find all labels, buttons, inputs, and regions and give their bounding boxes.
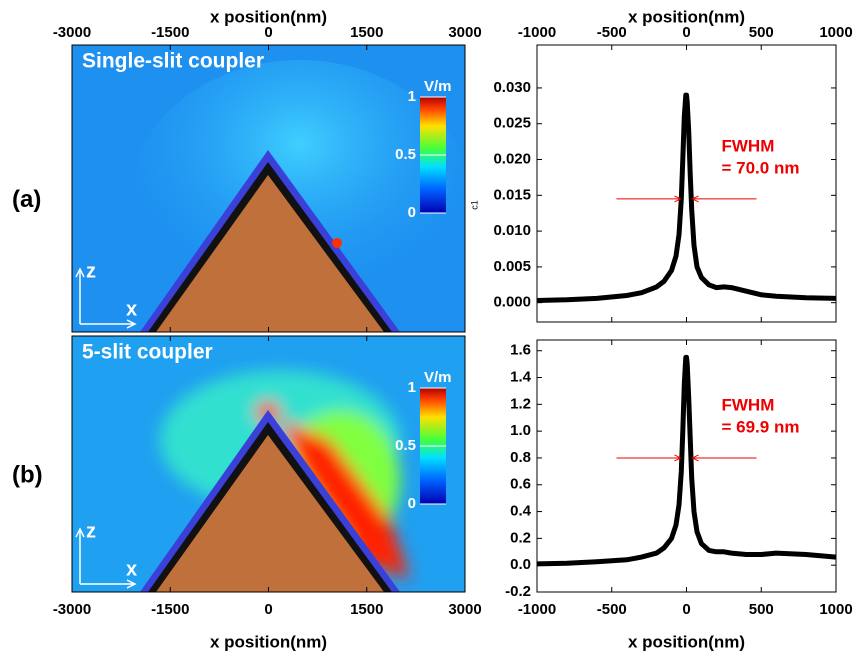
y-tick-label: 0.010 [493, 222, 531, 239]
map-label: Single-slit coupler [82, 50, 264, 73]
y-tick-label: -0.2 [505, 583, 531, 600]
fwhm-arrow [691, 454, 757, 462]
fwhm-arrow [616, 454, 682, 462]
y-tick-label: 0.8 [510, 449, 531, 466]
fwhm-arrow [691, 195, 757, 203]
colorbar-unit: V/m [424, 369, 452, 386]
x-tick-label: 0 [264, 24, 272, 41]
x-tick-label: 1500 [350, 24, 383, 41]
data-line [536, 92, 837, 303]
axis-arrow [75, 267, 137, 329]
y-tick-label: 0.030 [493, 79, 531, 96]
y-axis-title: c1 [469, 200, 479, 210]
panel-label: (b) [12, 461, 43, 488]
axis-arrow-label: x [126, 298, 137, 320]
y-tick-label: 0.2 [510, 529, 531, 546]
y-tick-label: 1.4 [510, 369, 532, 386]
x-axis-title: x position(nm) [628, 7, 745, 26]
axis-arrow-label: z [86, 260, 96, 282]
x-tick-label: -1500 [151, 601, 189, 618]
x-tick-label: -500 [597, 601, 627, 618]
y-tick-label: 0.025 [493, 115, 531, 132]
fwhm-arrow [616, 195, 682, 203]
x-tick-label: 0 [682, 601, 690, 618]
axis-arrow-label: z [86, 520, 96, 542]
map-label: 5-slit coupler [82, 341, 213, 364]
x-tick-label: 3000 [448, 24, 481, 41]
colorbar-tick-label: 1 [408, 88, 416, 105]
annotation: = 70.0 nm [722, 158, 800, 177]
y-tick-label: 0.005 [493, 258, 531, 275]
x-tick-label: -3000 [53, 601, 91, 618]
x-tick-label: -1000 [518, 601, 556, 618]
x-axis-title: x position(nm) [628, 632, 745, 651]
x-tick-label: 1000 [819, 601, 852, 618]
colorbar-tick-label: 0.5 [395, 437, 416, 454]
panel-label: (a) [12, 186, 41, 213]
y-tick-label: 0.6 [510, 476, 531, 493]
frame [536, 44, 837, 323]
x-tick-label: 500 [749, 24, 774, 41]
colorbar-unit: V/m [424, 78, 452, 95]
axis-arrow [75, 527, 137, 589]
y-tick-label: 0.020 [493, 150, 531, 167]
x-tick-label: 0 [682, 24, 690, 41]
y-tick-label: 1.6 [510, 342, 531, 359]
colorbar-tick-label: 1 [408, 379, 416, 396]
y-tick-label: 1.2 [510, 395, 531, 412]
axis-arrow-label: x [126, 558, 137, 580]
y-tick-label: 0.0 [510, 556, 531, 573]
y-tick-label: 0.4 [510, 503, 532, 520]
x-tick-label: -500 [597, 24, 627, 41]
y-tick-label: 0.015 [493, 186, 531, 203]
field-map-a [72, 45, 465, 332]
x-tick-label: 1000 [819, 24, 852, 41]
x-axis-title: x position(nm) [210, 7, 327, 26]
x-tick-label: -1000 [518, 24, 556, 41]
x-tick-label: -3000 [53, 24, 91, 41]
colorbar-tick-label: 0 [408, 204, 416, 221]
x-tick-label: 500 [749, 601, 774, 618]
x-tick-label: 1500 [350, 601, 383, 618]
x-axis-title: x position(nm) [210, 632, 327, 651]
colorbar-tick-label: 0.5 [395, 146, 416, 163]
annotation: = 69.9 nm [722, 417, 800, 436]
x-tick-label: 0 [264, 601, 272, 618]
annotation: FWHM [722, 136, 775, 155]
frame [71, 335, 466, 593]
data-line [536, 354, 837, 567]
field-map-b [72, 336, 465, 592]
x-tick-label: 3000 [448, 601, 481, 618]
frame [71, 44, 466, 333]
colorbar-tick-label: 0 [408, 495, 416, 512]
y-tick-label: 0.000 [493, 294, 531, 311]
y-tick-label: 1.0 [510, 422, 531, 439]
x-tick-label: -1500 [151, 24, 189, 41]
annotation: FWHM [722, 395, 775, 414]
